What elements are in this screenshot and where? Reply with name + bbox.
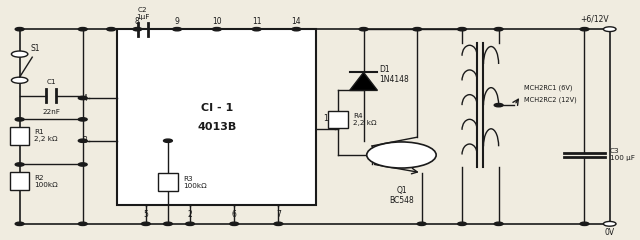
Circle shape xyxy=(12,77,28,83)
Circle shape xyxy=(417,222,426,226)
Circle shape xyxy=(604,27,616,31)
Circle shape xyxy=(15,28,24,31)
Circle shape xyxy=(78,118,87,121)
Text: 3: 3 xyxy=(83,136,87,145)
Text: 5: 5 xyxy=(143,210,148,219)
Circle shape xyxy=(230,222,239,226)
Text: C1: C1 xyxy=(46,79,56,85)
Circle shape xyxy=(12,51,28,57)
Text: 7: 7 xyxy=(276,210,281,219)
Circle shape xyxy=(141,222,150,226)
Text: CI - 1: CI - 1 xyxy=(201,102,233,113)
Circle shape xyxy=(580,222,589,226)
Text: Q1
BC548: Q1 BC548 xyxy=(389,186,414,205)
Circle shape xyxy=(173,28,182,31)
Circle shape xyxy=(413,28,422,31)
Text: R3
100kΩ: R3 100kΩ xyxy=(183,176,207,189)
Text: R4
2,2 kΩ: R4 2,2 kΩ xyxy=(353,113,377,126)
Circle shape xyxy=(78,222,87,226)
Bar xyxy=(158,173,178,191)
Circle shape xyxy=(133,28,141,31)
Circle shape xyxy=(494,103,503,107)
Text: 22nF: 22nF xyxy=(42,109,60,115)
Circle shape xyxy=(252,28,261,31)
Bar xyxy=(118,29,316,205)
Circle shape xyxy=(78,139,87,142)
Circle shape xyxy=(274,222,283,226)
Text: C2
1μF: C2 1μF xyxy=(136,6,149,19)
Bar xyxy=(10,127,29,145)
Text: 6: 6 xyxy=(232,210,237,219)
Polygon shape xyxy=(349,72,378,90)
Circle shape xyxy=(15,222,24,226)
Text: 4: 4 xyxy=(83,94,87,102)
Circle shape xyxy=(163,139,172,142)
Text: R2
100kΩ: R2 100kΩ xyxy=(34,174,58,188)
Text: S1: S1 xyxy=(31,44,40,53)
Circle shape xyxy=(494,222,503,226)
Bar xyxy=(10,172,29,190)
Circle shape xyxy=(604,222,616,226)
Text: +6/12V: +6/12V xyxy=(580,14,609,23)
Circle shape xyxy=(458,222,467,226)
Text: 0V: 0V xyxy=(605,228,615,237)
Text: MCH2RC1 (6V): MCH2RC1 (6V) xyxy=(524,84,572,91)
Circle shape xyxy=(359,28,368,31)
Text: 4013B: 4013B xyxy=(197,121,236,132)
Circle shape xyxy=(186,222,195,226)
Circle shape xyxy=(212,28,221,31)
Circle shape xyxy=(494,28,503,31)
Circle shape xyxy=(458,28,467,31)
Circle shape xyxy=(78,28,87,31)
Circle shape xyxy=(367,142,436,168)
Circle shape xyxy=(78,163,87,166)
Text: 14: 14 xyxy=(292,17,301,26)
Text: 8: 8 xyxy=(135,17,140,26)
Bar xyxy=(328,111,348,128)
Circle shape xyxy=(107,28,116,31)
Circle shape xyxy=(292,28,301,31)
Circle shape xyxy=(15,118,24,121)
Circle shape xyxy=(580,28,589,31)
Text: 2: 2 xyxy=(188,210,193,219)
Text: R1
2,2 kΩ: R1 2,2 kΩ xyxy=(34,130,58,143)
Text: 10: 10 xyxy=(212,17,221,26)
Text: 11: 11 xyxy=(252,17,261,26)
Text: MCH2RC2 (12V): MCH2RC2 (12V) xyxy=(524,96,577,103)
Text: C3
100 μF: C3 100 μF xyxy=(610,149,635,162)
Text: 9: 9 xyxy=(175,17,180,26)
Circle shape xyxy=(78,96,87,100)
Circle shape xyxy=(15,163,24,166)
Text: D1
1N4148: D1 1N4148 xyxy=(380,65,409,84)
Circle shape xyxy=(163,222,172,226)
Text: 1: 1 xyxy=(323,114,328,123)
